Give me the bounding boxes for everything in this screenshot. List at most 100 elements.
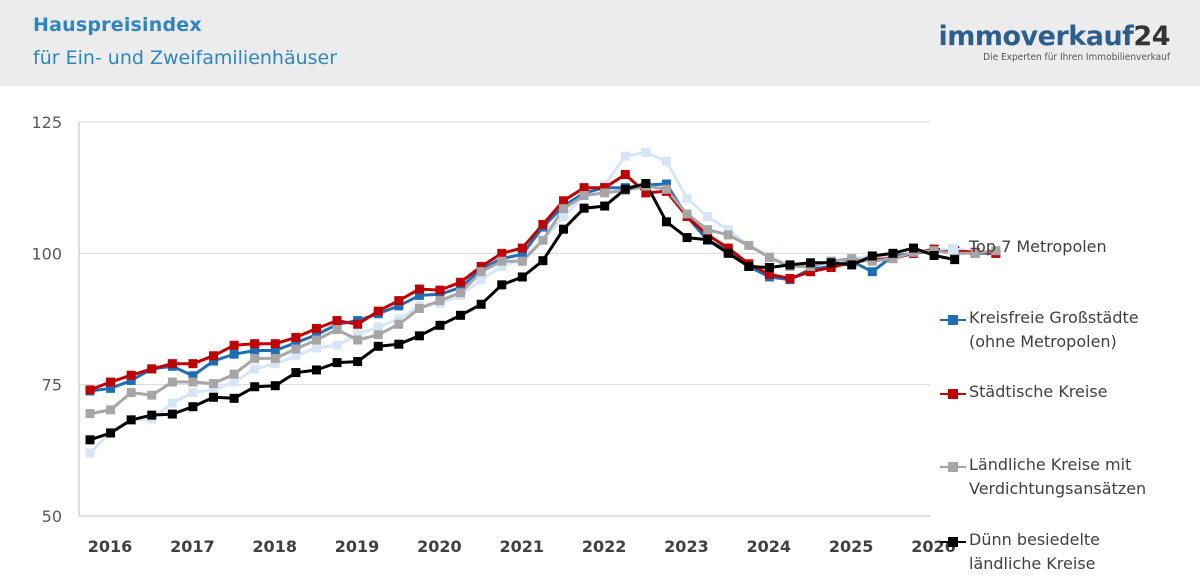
data-point — [147, 364, 157, 374]
legend-item: Ländliche Kreise mit Verdichtungsansätze… — [940, 455, 1146, 501]
data-point — [250, 364, 260, 374]
data-point — [85, 409, 95, 419]
data-point — [188, 388, 198, 398]
data-point — [311, 335, 321, 345]
data-point — [867, 251, 877, 261]
data-point — [85, 385, 95, 395]
legend-item: Städtische Kreise — [940, 382, 1108, 404]
data-point — [600, 201, 610, 211]
legend-item: Dünn besiedelte ländliche Kreise — [940, 530, 1100, 576]
series-line-0 — [88, 151, 996, 455]
data-point — [826, 263, 836, 273]
data-point — [209, 392, 219, 402]
series-line-1 — [89, 182, 996, 393]
data-point — [497, 248, 507, 258]
data-point — [579, 191, 589, 201]
data-point — [106, 383, 116, 393]
data-point — [106, 428, 116, 438]
data-point — [559, 204, 569, 214]
data-point — [373, 341, 383, 351]
data-point — [414, 303, 424, 313]
x-tick-label: 2023 — [664, 537, 709, 556]
y-tick-label: 100 — [31, 244, 62, 263]
x-tick-label: 2022 — [582, 537, 627, 556]
data-point — [517, 272, 527, 282]
data-point — [435, 296, 445, 306]
data-point — [291, 332, 301, 342]
data-point — [497, 280, 507, 290]
data-point — [661, 179, 671, 189]
data-point — [538, 219, 548, 229]
y-axis-ticks: 50 75 100 125 — [31, 113, 62, 526]
series-markers — [85, 147, 1001, 458]
data-point — [517, 249, 527, 259]
legend-label: Kreisfreie Großstädte (ohne Metropolen) — [969, 308, 1139, 351]
brand-logo: immoverkauf24 Die Experten für Ihren Imm… — [938, 22, 1170, 64]
data-point — [229, 377, 239, 387]
data-point — [600, 188, 610, 198]
data-point — [270, 353, 280, 363]
chart-gridlines — [78, 121, 930, 517]
data-point — [744, 240, 754, 250]
logo-wordmark: immoverkauf24 — [938, 22, 1170, 52]
data-point — [579, 183, 589, 193]
data-point — [476, 275, 486, 285]
data-point — [85, 435, 95, 445]
data-point — [291, 338, 301, 348]
data-point — [311, 323, 321, 333]
data-point — [867, 267, 877, 277]
data-point — [250, 382, 260, 392]
data-point — [126, 370, 136, 380]
data-point — [270, 359, 280, 369]
x-tick-label: 2018 — [252, 537, 297, 556]
chart-subtitle: für Ein- und Zweifamilienhäuser — [33, 47, 338, 69]
data-point — [209, 385, 219, 395]
data-point — [414, 290, 424, 300]
legend-swatch — [940, 388, 966, 400]
data-point — [620, 151, 630, 161]
data-point — [126, 415, 136, 425]
data-point — [229, 349, 239, 359]
data-point — [270, 381, 280, 391]
data-point — [517, 256, 527, 266]
legend-item: Top 7 Metropolen — [940, 237, 1107, 259]
data-point — [291, 351, 301, 361]
data-point — [456, 288, 466, 298]
data-point — [641, 188, 651, 198]
data-point — [682, 193, 692, 203]
data-point — [497, 261, 507, 271]
x-tick-label: 2020 — [417, 537, 462, 556]
data-point — [641, 147, 651, 157]
x-tick-label: 2016 — [88, 537, 133, 556]
data-point — [559, 212, 569, 222]
data-point — [476, 267, 486, 277]
data-point — [250, 339, 260, 349]
data-point — [414, 331, 424, 341]
data-point — [353, 319, 363, 329]
data-point — [538, 235, 548, 245]
data-point — [744, 261, 754, 271]
data-point — [703, 225, 713, 235]
data-point — [229, 369, 239, 379]
data-point — [806, 258, 816, 268]
data-point — [188, 359, 198, 369]
data-point — [373, 330, 383, 340]
data-point — [847, 254, 857, 264]
data-point — [456, 282, 466, 292]
legend-label: Dünn besiedelte ländliche Kreise — [969, 530, 1101, 573]
data-point — [311, 343, 321, 353]
data-point — [394, 319, 404, 329]
data-point — [476, 261, 486, 271]
data-point — [250, 353, 260, 363]
x-axis-ticks: 2016 2017 2018 2019 2020 2021 2022 2023 2024 2025… — [88, 537, 956, 556]
data-point — [620, 170, 630, 180]
data-point — [641, 178, 651, 188]
data-point — [147, 410, 157, 420]
data-point — [167, 398, 177, 408]
data-point — [188, 377, 198, 387]
legend-label: Städtische Kreise — [969, 382, 1108, 401]
data-point — [414, 284, 424, 294]
data-point — [785, 274, 795, 284]
data-point — [394, 296, 404, 306]
